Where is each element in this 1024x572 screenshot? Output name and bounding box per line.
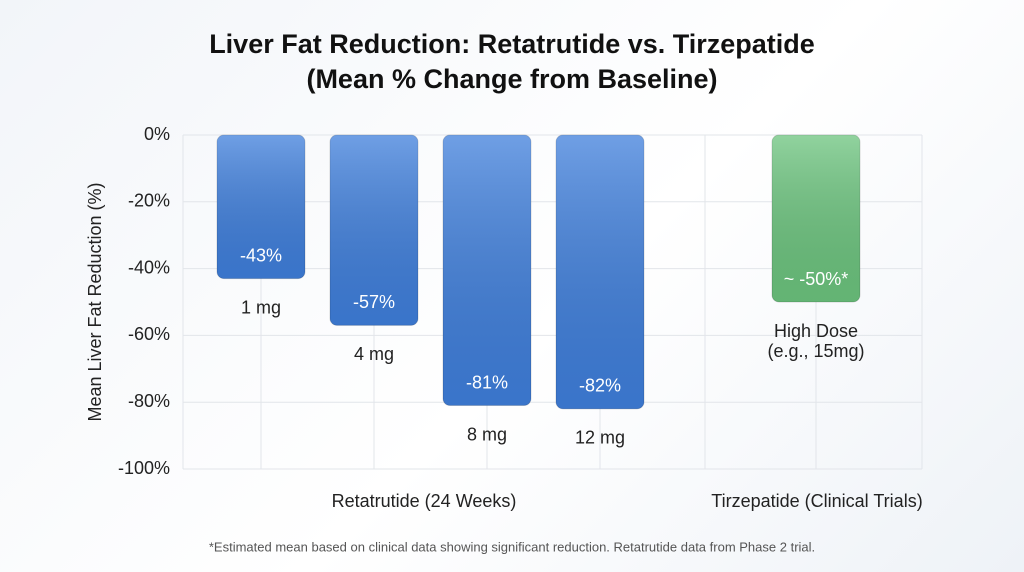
y-tick-label: -100% [118, 458, 170, 478]
y-tick-label: 0% [144, 124, 170, 144]
category-label: 1 mg [241, 297, 281, 317]
y-tick-label: -80% [128, 391, 170, 411]
value-label: -81% [466, 372, 508, 392]
bar-shade [772, 135, 860, 302]
category-label: 8 mg [467, 424, 507, 444]
group-label: Tirzepatide (Clinical Trials) [711, 491, 922, 511]
bar-shade [443, 135, 531, 406]
bar-shade [217, 135, 305, 279]
value-label: -57% [353, 292, 395, 312]
bar-shade [330, 135, 418, 326]
y-axis-label: Mean Liver Fat Reduction (%) [85, 182, 105, 421]
y-tick-label: -40% [128, 257, 170, 277]
y-tick-label: -20% [128, 191, 170, 211]
group-label: Retatrutide (24 Weeks) [332, 491, 517, 511]
y-tick-label: -60% [128, 324, 170, 344]
category-label: 4 mg [354, 344, 394, 364]
category-label: High Dose (e.g., 15mg) [767, 321, 864, 361]
footnote: *Estimated mean based on clinical data s… [209, 539, 815, 554]
chart-title: Liver Fat Reduction: Retatrutide vs. Tir… [209, 29, 815, 59]
value-label: -43% [240, 245, 282, 265]
bar-shade [556, 135, 644, 409]
category-label: 12 mg [575, 428, 625, 448]
value-label: ~ -50%* [784, 269, 849, 289]
chart-subtitle: (Mean % Change from Baseline) [306, 64, 717, 94]
value-label: -82% [579, 376, 621, 396]
